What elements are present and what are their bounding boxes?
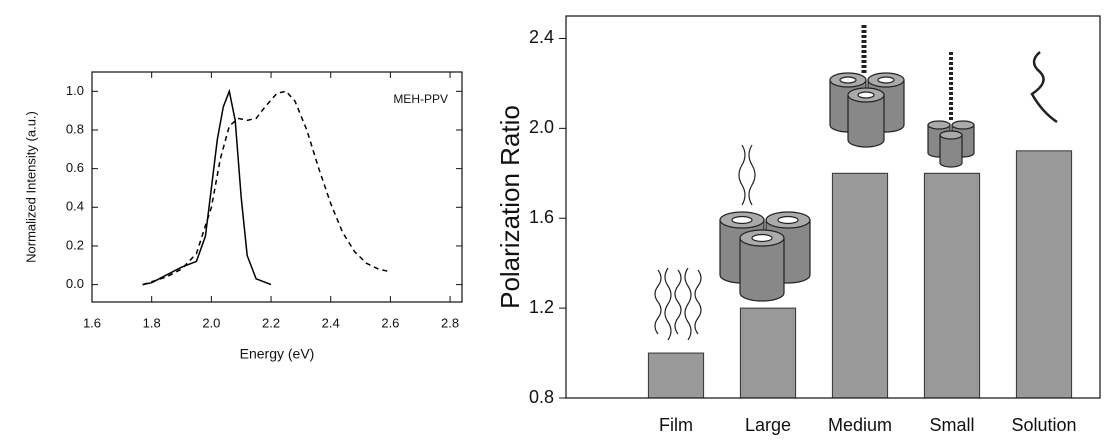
plot-frame [91,71,463,303]
y-tick-label: 2.4 [529,27,554,47]
x-tick-label: 2.6 [381,315,399,330]
x-tick-label: Medium [828,415,892,435]
line-series [142,90,388,286]
medium-cylinders [829,25,905,148]
large-cylinders [719,144,811,302]
y-axis-label: Normalized Intensity (a.u.) [23,111,38,263]
y-tick-label: 2.0 [529,117,554,137]
x-tick-label: 2.0 [202,315,220,330]
y-tick-label: 0.2 [66,237,84,252]
x-tick-label: Film [659,415,693,435]
bar [739,307,797,399]
x-tick-label: Small [929,415,974,435]
y-tick-label: 1.0 [66,83,84,98]
y-axis-label: Polarization Ratio [495,105,525,309]
bar [831,172,889,399]
y-tick-label: 1.6 [529,207,554,227]
small-cylinders [927,52,975,168]
x-tick-label: Solution [1011,415,1076,435]
x-axis-label: Energy (eV) [240,346,315,362]
bar [647,352,705,399]
y-tick-label: 1.2 [529,297,554,317]
film-chains [654,267,702,341]
bar [923,172,981,399]
plot-frame [565,15,1101,399]
y-tick-label: 0.8 [66,121,84,136]
bar [1015,150,1073,399]
y-tick-label: 0.8 [529,387,554,407]
solution-chain [1030,51,1058,124]
y-tick-label: 0.4 [66,199,84,214]
x-tick-label: 2.2 [262,315,280,330]
x-tick-label: 2.8 [441,315,459,330]
y-tick-label: 0.0 [66,276,84,291]
x-tick-label: Large [745,415,791,435]
x-tick-label: 2.4 [322,315,340,330]
decorations [654,25,1058,341]
line-series [142,88,272,286]
annotation: MEH-PPV [393,92,448,106]
x-tick-label: 1.8 [143,315,161,330]
x-tick-label: 1.6 [83,315,101,330]
y-tick-label: 0.6 [66,160,84,175]
